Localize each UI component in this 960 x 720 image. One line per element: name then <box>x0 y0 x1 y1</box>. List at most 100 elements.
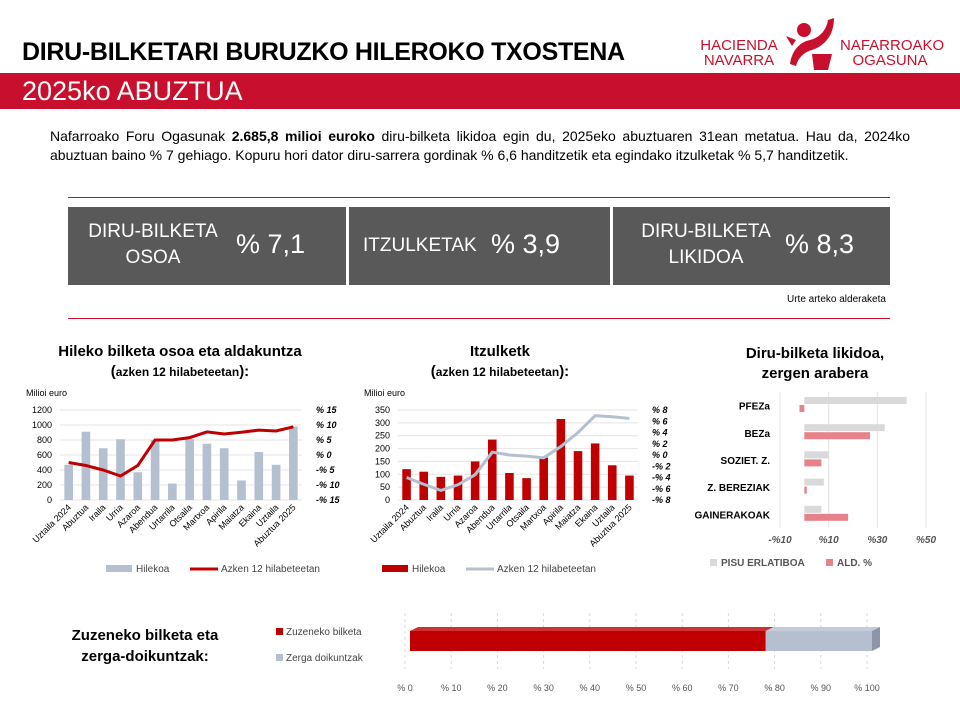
category-label: GAINERAKOAK <box>694 510 770 521</box>
bar <box>133 472 143 500</box>
y-tick-label: 200 <box>37 480 52 490</box>
bar <box>419 471 428 500</box>
category-label: PFEZa <box>739 402 771 413</box>
legend-swatch <box>710 559 717 566</box>
divider <box>68 318 890 319</box>
y-tick-label: 150 <box>375 456 390 466</box>
x-tick-label: Iraila <box>87 502 108 523</box>
legend-label: PISU ERLATIBOA <box>721 558 805 569</box>
kpi-box-total: DIRU-BILKETA OSOA % 7,1 <box>68 207 346 285</box>
x-tick-label: % 60 <box>672 683 693 693</box>
y-tick-label: 800 <box>37 435 52 445</box>
chart-direct-vs-adjustments: % 0 % 10 % 20 % 30 % 40 % 50 % 60 % 70 % 80 % 90%… <box>276 613 880 693</box>
divider <box>68 197 890 198</box>
bar <box>271 464 281 500</box>
bar <box>470 461 480 500</box>
kpi-value: % 8,3 <box>785 229 855 259</box>
chart-net-by-tax: -%10 %10 %30 %50 PFEZa BEZa SOZIET. Z. Z. BEREZ… <box>694 392 936 569</box>
intro-highlight: 2.685,8 milioi euroko <box>231 128 375 144</box>
y2-tick-label: -% 8 <box>652 495 671 505</box>
legend-label: Zuzeneko bilketa <box>286 627 362 638</box>
legend-label: ALD. % <box>837 558 872 569</box>
x-tick-label: Iraila <box>424 502 445 523</box>
bar <box>237 480 246 500</box>
legend-label: Zerga doikuntzak <box>286 653 364 664</box>
bar <box>804 478 824 486</box>
report-title: DIRU-BILKETARI BURUZKO HILEROKO TXOSTENA <box>22 38 625 66</box>
bar <box>219 448 229 500</box>
y2-tick-label: % 8 <box>652 405 668 415</box>
bar <box>804 459 822 467</box>
legend-label: Hilekoa <box>136 564 170 575</box>
bar <box>804 397 907 404</box>
y-tick-label: 300 <box>375 418 390 428</box>
bar <box>64 464 73 500</box>
y2-tick-label: % 0 <box>652 450 668 460</box>
x-tick-label: %50 <box>916 535 936 546</box>
y-tick-label: 350 <box>375 405 390 415</box>
bar-side <box>872 627 880 651</box>
category-label: SOZIET. Z. <box>721 456 771 467</box>
y-tick-label: 400 <box>37 465 52 475</box>
bar <box>168 483 177 500</box>
y2-tick-label: -% 6 <box>652 484 672 494</box>
y-tick-label: 600 <box>37 450 52 460</box>
x-tick-label: % 10 <box>441 683 462 693</box>
bar <box>804 451 829 459</box>
x-tick-label: % 80 <box>764 683 785 693</box>
y-tick-label: 0 <box>47 495 52 505</box>
bar <box>254 452 264 500</box>
series-line <box>406 414 630 493</box>
x-tick-label: -%10 <box>768 535 792 546</box>
y2-tick-label: -% 15 <box>316 495 341 505</box>
bar <box>556 419 566 500</box>
bar <box>573 451 583 500</box>
y-tick-label: 1000 <box>32 420 52 430</box>
chart4-title: Zuzeneko bilketa eta zerga-doikuntzak: <box>71 627 219 665</box>
legend-swatch <box>106 565 132 572</box>
y2-tick-label: -% 4 <box>652 473 671 483</box>
y2-tick-label: % 15 <box>316 405 338 415</box>
y2-tick-label: % 6 <box>652 416 669 426</box>
bar <box>804 505 822 513</box>
bar <box>625 475 634 500</box>
x-tick-label: % 20 <box>487 683 508 693</box>
y2-tick-label: -% 5 <box>316 465 336 475</box>
logo-emblem-icon <box>786 18 834 70</box>
bar <box>150 440 160 500</box>
logo-text-left: HACIENDA NAVARRA <box>700 37 778 69</box>
y2-tick-label: % 5 <box>316 435 333 445</box>
report-month: 2025ko ABUZTUA <box>22 76 243 106</box>
bar <box>799 405 805 412</box>
chart1-title: Hileko bilketa osoa eta aldakuntza (azke… <box>58 343 302 380</box>
legend-label: Hilekoa <box>412 564 446 575</box>
y-axis-label: Milioi euro <box>364 388 405 398</box>
bar <box>804 513 849 521</box>
legend-swatch <box>276 654 283 661</box>
legend-label: Azken 12 hilabeteetan <box>221 564 320 575</box>
y2-tick-label: % 0 <box>316 450 332 460</box>
y-tick-label: 100 <box>375 469 390 479</box>
bar <box>804 424 885 432</box>
bar <box>453 475 463 500</box>
bar <box>436 476 446 500</box>
bar <box>590 443 600 500</box>
chart-monthly-collection: Milioi euro 1200 1000 800 600 400 200 0 % 15 % 10… <box>26 388 341 575</box>
hacienda-navarra-logo: HACIENDA NAVARRA NAFARROAKO OGASUNA <box>700 14 950 74</box>
x-tick-label: % 50 <box>626 683 647 693</box>
y2-tick-label: % 10 <box>316 420 337 430</box>
y2-tick-label: -% 2 <box>652 461 671 471</box>
bar <box>116 439 125 500</box>
y-tick-label: 250 <box>375 431 390 441</box>
x-tick-label: % 100 <box>854 683 880 693</box>
bar <box>539 457 548 500</box>
y-tick-label: 50 <box>380 482 390 492</box>
kpi-value: % 3,9 <box>491 229 561 259</box>
bar-top <box>765 627 880 631</box>
subtitle-bar: 2025ko ABUZTUA <box>0 73 960 109</box>
kpi-note: Urte arteko alderaketa <box>787 294 886 305</box>
legend-swatch <box>382 565 408 572</box>
y2-tick-label: -% 10 <box>316 480 340 490</box>
bar <box>804 432 871 440</box>
bar <box>505 473 514 500</box>
